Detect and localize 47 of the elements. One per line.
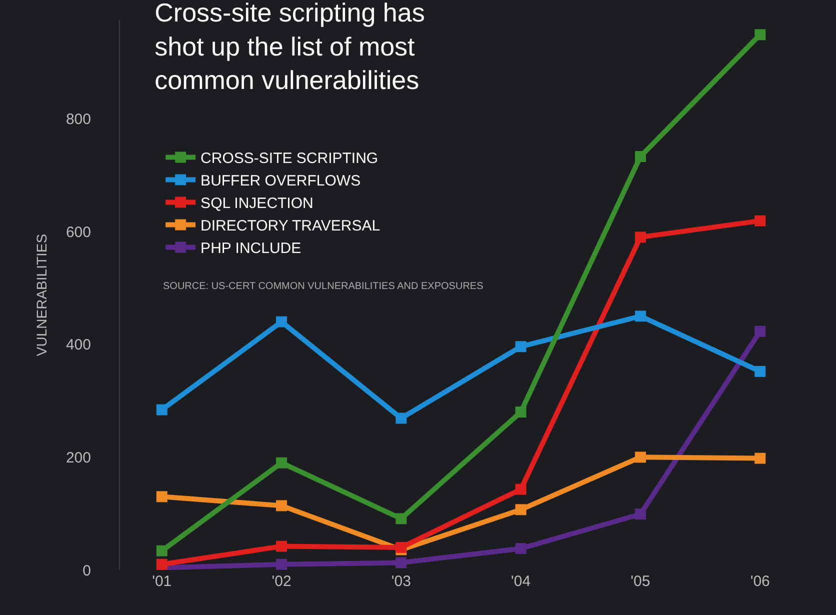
legend-label: DIRECTORY TRAVERSAL [200,218,380,235]
point [396,412,407,424]
point [634,151,646,162]
point [634,232,646,243]
point [754,326,766,337]
point [396,557,407,568]
point [515,341,526,352]
text: Cross-site scripting has shot up the list of most common vulnerabilities [154,0,425,96]
x-tick-label: '06 [750,573,770,590]
x-tick-label: '01 [152,573,172,590]
legend-label: BUFFER OVERFLOWS [200,172,361,190]
point [276,500,288,512]
x-tick-label: '04 [511,573,531,590]
point [515,406,526,418]
point [156,491,168,502]
point [754,366,766,377]
point [515,543,526,554]
point [754,215,766,226]
point [634,310,646,322]
x-tick-label: '03 [391,573,411,590]
point [515,484,526,495]
legend-label: PHP INCLUDE [200,240,302,258]
point [396,513,407,524]
point [156,558,168,570]
legend-label: CROSS-SITE SCRIPTING [200,150,378,168]
y-tick-label: 0 [82,562,91,580]
x-tick-label: '02 [272,573,292,590]
point [754,452,766,464]
y-tick-label: 200 [66,449,91,466]
point [276,558,288,570]
y-tick-label: 400 [66,336,91,354]
point [396,542,407,553]
annotation: SOURCE: US-CERT COMMON VULNERABILITIES AND EXPOSURES [163,281,484,292]
legend-label: SQL INJECTION [200,195,314,212]
point [276,316,288,328]
point [634,452,646,463]
point [515,504,526,516]
point [276,457,288,468]
x-tick-label: '05 [630,573,650,590]
y-tick-label: 600 [66,224,91,241]
point [156,404,168,416]
y-axis-title: VULNERABILITIES [34,234,50,356]
point [156,545,168,556]
point [276,540,288,552]
y-tick-label: 800 [66,110,91,128]
point [634,508,646,520]
point [754,29,766,40]
